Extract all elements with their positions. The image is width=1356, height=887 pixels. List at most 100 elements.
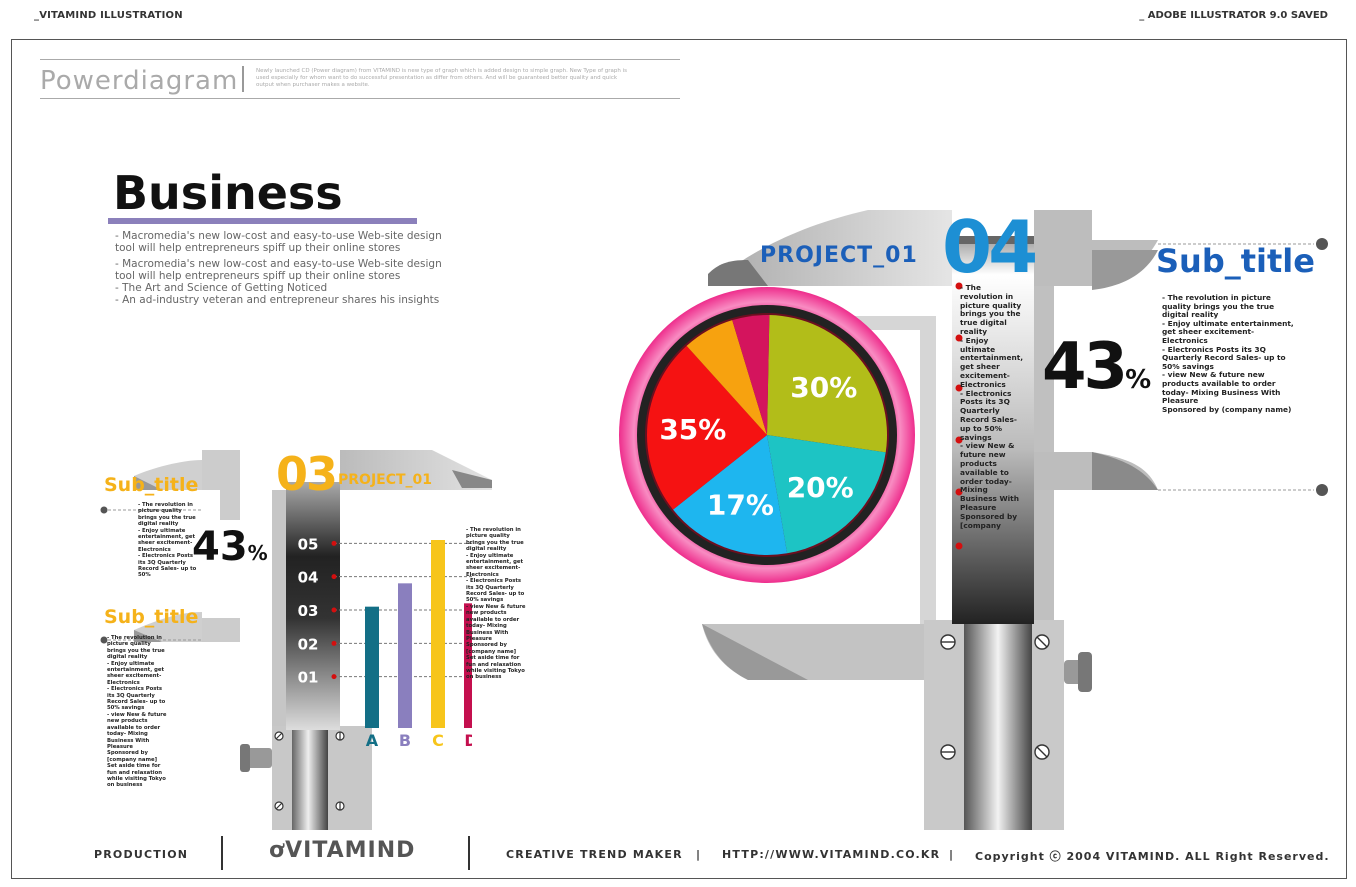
marker-dot xyxy=(100,506,108,514)
pie-chart: 30% 20% 17% 35% xyxy=(619,287,915,583)
beam-shape xyxy=(272,490,288,730)
left-text-2: - The revolution in picture quality brin… xyxy=(107,635,167,789)
business-line: - Macromedia's new low-cost and easy-to-… xyxy=(115,258,442,306)
jaw-shape xyxy=(134,476,162,490)
left-percent-value: 43 xyxy=(192,524,248,570)
footer-separator: | xyxy=(696,848,701,861)
ruler-column xyxy=(952,236,1034,624)
left-text-3: - The revolution in picture quality brin… xyxy=(466,527,526,681)
ruler-text-line: - view New & future new products availab… xyxy=(960,441,1019,512)
marker-dot xyxy=(955,436,963,444)
bar-chart: 01 02 03 04 05 A B C D xyxy=(298,535,472,750)
right-percent: 43% xyxy=(1042,330,1151,404)
logo-mark-icon: ơ xyxy=(269,838,286,863)
marker-dot xyxy=(1316,238,1328,250)
tick-marker xyxy=(331,574,337,580)
ruler-text-line: - Enjoy ultimate entertainment, get shee… xyxy=(960,335,1024,389)
jaw-shape xyxy=(1092,452,1158,490)
ruler-text-line: - Electronics Posts its 3Q Quarterly Rec… xyxy=(960,388,1017,442)
pie-slice xyxy=(732,315,770,435)
beam-shape xyxy=(964,620,1032,830)
jaw-shape xyxy=(708,260,768,286)
marker-dot xyxy=(955,384,963,392)
header-description: Newly launched CD (Power diagram) from V… xyxy=(256,68,627,88)
business-text: - Macromedia's new low-cost and easy-to-… xyxy=(115,230,455,310)
left-project-label: PROJECT_01 xyxy=(338,472,433,488)
pie-slice-label: 20% xyxy=(787,471,854,504)
y-tick-label: 04 xyxy=(298,569,319,587)
jaw-shape xyxy=(340,450,492,490)
pie-slice xyxy=(686,320,767,435)
artboard: Powerdiagram Newly launched CD (Power di… xyxy=(11,39,1347,879)
top-right-label: _ ADOBE ILLUSTRATOR 9.0 SAVED xyxy=(1139,10,1328,21)
title-divider xyxy=(242,66,244,92)
right-side-text: - The revolution in picture quality brin… xyxy=(1162,293,1294,414)
bar xyxy=(398,583,412,728)
right-percent-value: 43 xyxy=(1042,330,1128,404)
left-subtitle-2: Sub_title xyxy=(104,606,199,628)
footer-divider xyxy=(221,836,223,870)
y-tick-label: 03 xyxy=(298,602,319,620)
footer-url[interactable]: HTTP://WWW.VITAMIND.CO.KR xyxy=(722,848,941,861)
footer-tagline: CREATIVE TREND MAKER xyxy=(506,848,683,861)
ruler-text-line: - The revolution in picture quality brin… xyxy=(960,283,1022,336)
right-caliper xyxy=(702,210,1328,830)
tick-marker xyxy=(331,540,337,546)
bar xyxy=(365,606,379,728)
y-tick-label: 05 xyxy=(298,535,319,553)
marker-dot xyxy=(955,542,963,550)
left-caliper xyxy=(100,450,492,830)
ruler-text-line: Sponsored by [company xyxy=(960,511,1018,530)
jaw-shape xyxy=(134,630,162,642)
marker-dot xyxy=(955,488,963,496)
marker-dot xyxy=(955,282,963,290)
knob-shape xyxy=(240,744,250,772)
pie-slice xyxy=(647,345,767,510)
jaw-shape xyxy=(202,450,240,520)
jaw-shape xyxy=(1092,250,1158,290)
pie-slice xyxy=(767,315,887,453)
footer: PRODUCTION ơVITAMIND CREATIVE TREND MAKE… xyxy=(12,826,1346,878)
business-line: - Macromedia's new low-cost and easy-to-… xyxy=(115,230,442,254)
x-tick-label: B xyxy=(399,731,411,750)
page-title: Powerdiagram xyxy=(40,66,239,96)
bar xyxy=(464,603,472,728)
bar xyxy=(431,540,445,728)
pie-slice-label: 17% xyxy=(707,488,774,521)
tick-marker xyxy=(331,674,337,680)
footer-production: PRODUCTION xyxy=(94,848,189,861)
right-project-label: PROJECT_01 xyxy=(760,243,918,268)
left-project-number: 03 xyxy=(276,447,338,501)
left-text-1: - The revolution in picture quality brin… xyxy=(138,502,197,579)
logo-text: VITAMIND xyxy=(285,838,416,863)
left-percent-sign: % xyxy=(247,541,268,565)
x-tick-label: D xyxy=(464,731,472,750)
footer-copyright: Copyright ⓒ 2004 VITAMIND. ALL Right Res… xyxy=(975,850,1330,863)
beam-shape xyxy=(292,726,328,830)
jaw-shape xyxy=(708,210,952,286)
jaw-shape xyxy=(134,460,202,490)
footer-logo: ơVITAMIND xyxy=(269,838,415,863)
y-tick-label: 01 xyxy=(298,669,319,687)
tick-marker xyxy=(331,640,337,646)
left-subtitle-1: Sub_title xyxy=(104,474,199,496)
right-ruler-text: - The revolution in picture quality brin… xyxy=(960,283,1026,530)
right-project-number: 04 xyxy=(942,205,1038,289)
left-percent: 43% xyxy=(192,524,268,570)
header: Powerdiagram Newly launched CD (Power di… xyxy=(40,59,680,99)
right-subtitle: Sub_title xyxy=(1156,242,1315,280)
x-tick-label: A xyxy=(366,731,379,750)
pie-slice-label: 30% xyxy=(790,371,857,404)
x-tick-label: C xyxy=(432,731,444,750)
jaw-shape xyxy=(134,612,202,642)
pie-slice-label: 35% xyxy=(659,413,726,446)
jaw-shape xyxy=(702,624,808,680)
business-underline xyxy=(108,218,417,224)
ruler-column xyxy=(286,482,340,730)
jaw-shape xyxy=(452,470,492,488)
marker-dot xyxy=(1316,484,1328,496)
knob-shape xyxy=(244,748,272,768)
y-tick-label: 02 xyxy=(298,635,319,653)
top-bar: _VITAMIND ILLUSTRATION _ ADOBE ILLUSTRAT… xyxy=(0,0,1356,30)
beam-shape xyxy=(784,316,936,624)
